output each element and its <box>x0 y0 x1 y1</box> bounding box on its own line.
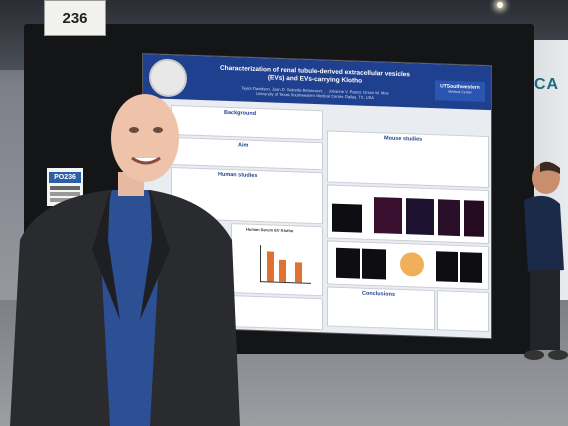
acknowledgements-section <box>437 290 489 333</box>
microscopy-image <box>332 203 362 233</box>
mouse-figure-panel-2 <box>327 240 489 291</box>
chart-title: Human Serum EV Klotho <box>246 226 294 234</box>
utsw-logo: UTSouthwestern Medical Center <box>435 80 485 102</box>
chart-bar <box>279 259 286 282</box>
chart-bar <box>295 262 302 283</box>
attendee-person <box>524 161 568 360</box>
ceiling-light <box>497 2 503 8</box>
microscopy-image <box>460 252 482 283</box>
microscopy-image <box>374 197 402 235</box>
board-number-sign: 236 <box>44 0 106 36</box>
microscopy-image <box>438 199 460 237</box>
conclusions-section: Conclusions <box>327 286 435 331</box>
pie-chart-icon <box>400 251 424 277</box>
chart-bar <box>267 251 274 282</box>
presenter-person <box>10 94 240 426</box>
microscopy-image <box>436 251 458 283</box>
section-title-mouse-studies: Mouse studies <box>384 135 423 143</box>
microscopy-image <box>406 198 434 236</box>
microscopy-image <box>336 247 360 279</box>
booth-label: PO236 <box>49 172 81 183</box>
board-number: 236 <box>62 9 88 27</box>
microscopy-image <box>464 200 484 237</box>
venue-sign: CA <box>534 76 560 93</box>
mouse-studies-section: Mouse studies <box>327 130 489 189</box>
microscopy-image <box>362 248 386 280</box>
mouse-figure-panel <box>327 184 489 245</box>
section-title-conclusions: Conclusions <box>362 290 396 298</box>
poster-title: Characterization of renal tubule-derived… <box>219 64 411 85</box>
